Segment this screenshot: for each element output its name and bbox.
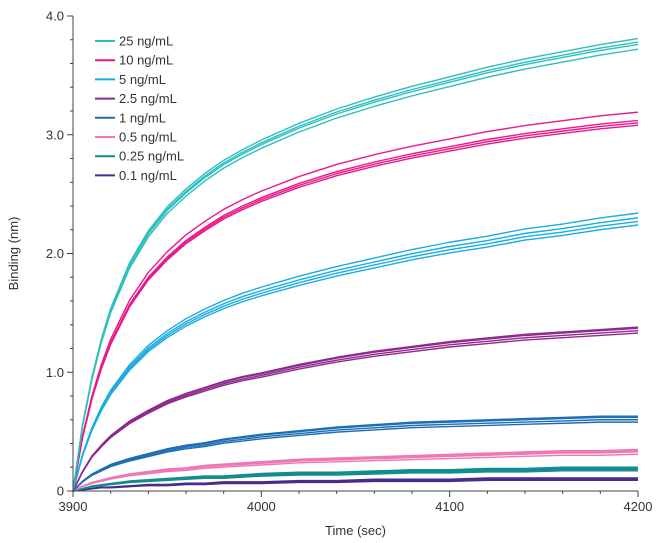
x-tick-label: 4000 (247, 499, 276, 514)
y-tick-label: 2.0 (46, 246, 64, 261)
legend-item: 5 ng/mL (95, 72, 166, 87)
series-line (72, 416, 638, 492)
x-axis-title: Time (sec) (325, 523, 386, 538)
legend-item: 0.25 ng/mL (95, 149, 184, 164)
legend-label: 1 ng/mL (119, 110, 166, 125)
series-group (72, 326, 639, 492)
x-tick-label: 3900 (59, 499, 88, 514)
series-group (72, 466, 638, 492)
legend-item: 2.5 ng/mL (95, 91, 177, 106)
series-group (72, 212, 639, 492)
legend: 25 ng/mL 10 ng/mL 5 ng/mL 2.5 ng/mL 1 ng/mL 0… (95, 34, 184, 183)
legend-label: 10 ng/mL (119, 53, 173, 68)
legend-item: 1 ng/mL (95, 110, 166, 125)
series-line (72, 453, 639, 492)
series-group (72, 111, 639, 492)
series-line (72, 327, 639, 492)
legend-item: 0.5 ng/mL (95, 130, 177, 145)
legend-item: 25 ng/mL (95, 34, 173, 49)
series-line (72, 479, 638, 492)
axis-ticks: 0 1.0 2.0 3.0 4.0 3900 4000 4100 4200 (46, 9, 653, 515)
series-line (72, 111, 639, 492)
series-line (72, 224, 639, 492)
y-tick-label: 4.0 (46, 9, 64, 24)
series-line (72, 212, 639, 492)
axes (72, 16, 638, 492)
series-group (72, 448, 639, 492)
legend-label: 0.5 ng/mL (119, 130, 177, 145)
x-tick-label: 4200 (624, 499, 653, 514)
legend-label: 2.5 ng/mL (119, 91, 177, 106)
legend-item: 0.1 ng/mL (95, 168, 177, 183)
series-line (72, 124, 639, 492)
series-group (72, 415, 638, 492)
legend-label: 0.1 ng/mL (119, 168, 177, 183)
x-tick-label: 4100 (435, 499, 464, 514)
series-line (72, 48, 639, 492)
y-tick-label: 1.0 (46, 365, 64, 380)
series-line (72, 470, 638, 492)
legend-label: 0.25 ng/mL (119, 149, 184, 164)
y-axis-title: Binding (nm) (6, 217, 21, 291)
legend-label: 5 ng/mL (119, 72, 166, 87)
series-group (72, 477, 638, 492)
series-line (72, 332, 639, 492)
y-tick-label: 3.0 (46, 127, 64, 142)
series-line (72, 419, 638, 492)
series-lines (72, 37, 639, 492)
y-tick-label: 0 (57, 484, 64, 499)
series-group (72, 37, 639, 492)
legend-item: 10 ng/mL (95, 53, 173, 68)
legend-label: 25 ng/mL (119, 34, 173, 49)
series-line (72, 421, 638, 492)
series-line (72, 451, 639, 492)
